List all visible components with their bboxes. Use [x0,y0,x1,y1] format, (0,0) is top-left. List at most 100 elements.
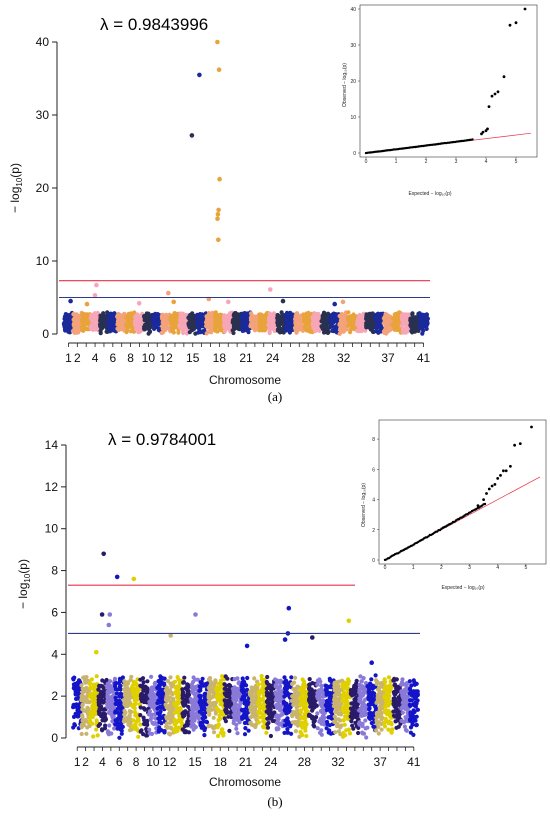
background-point [396,318,401,324]
background-point [234,321,239,326]
background-point [105,693,110,698]
peak-point-5 [136,301,142,306]
background-point [117,735,122,740]
background-point [170,315,175,320]
background-point [374,317,379,322]
background-point [207,711,212,717]
background-point [222,691,227,696]
background-point [89,677,94,682]
background-point [274,714,280,719]
background-point [328,317,334,322]
qq-tail-point-10 [508,23,512,27]
background-point [266,700,271,706]
background-point [100,718,105,723]
peak-point-11 [215,39,220,45]
background-point [216,681,221,686]
x-tick-label-28: 28 [301,351,315,365]
background-point [189,723,195,728]
background-point [163,323,169,328]
panel-a-thresholds [59,280,430,299]
background-point [265,674,270,680]
background-point [264,686,269,692]
background-point [126,313,131,318]
background-point [240,676,245,681]
qq-tail-point-8 [496,90,500,94]
background-point [213,311,218,316]
background-point [257,328,262,333]
background-point [99,318,104,323]
background-point [234,706,239,711]
background-point [232,701,238,706]
background-point [117,678,123,684]
background-point [134,681,139,687]
background-point [90,696,95,701]
background-point [351,312,356,317]
background-point [370,329,375,334]
background-point [135,317,140,322]
background-point [360,319,365,324]
background-point [168,675,173,680]
x-tick-label-8: 8 [127,351,134,365]
panel-a-lambda: λ = 0.9843996 [100,15,208,34]
background-point [116,317,121,322]
background-point [205,323,210,328]
background-point [346,310,351,315]
background-point [203,699,208,704]
background-point [132,710,137,715]
peak-point-8 [189,133,195,138]
background-point [222,698,227,703]
background-point [190,328,195,333]
background-point [157,714,162,720]
background-point [133,323,138,328]
background-point [91,734,96,739]
background-point [71,682,76,687]
background-point [294,691,299,696]
background-point [230,328,235,333]
qq-y-tick-label-40: 40 [350,7,356,13]
background-point [249,692,254,697]
background-point [225,315,230,320]
background-point [129,685,135,690]
background-point [167,706,172,711]
background-point [409,324,414,329]
panel-a-ylabel-prefix: − log [8,187,22,213]
background-point [424,323,429,328]
background-point [276,697,281,703]
background-point [141,699,147,705]
background-point [240,320,245,325]
background-point [175,701,180,706]
background-point [79,696,84,701]
background-point [245,675,250,681]
background-point [84,685,89,690]
background-point [119,731,124,736]
qq-x-tick-label-2: 2 [425,159,428,165]
panel-a-label: (a) [268,389,282,404]
background-point [209,724,214,729]
x-tick-label-2: 2 [74,351,81,365]
background-point [364,314,369,319]
background-point [172,710,177,715]
background-point [160,324,165,329]
background-point [106,710,111,715]
x-tick-label-21: 21 [239,351,253,365]
background-point [272,328,277,333]
y-tick-label-10: 10 [36,254,50,268]
background-point [193,677,198,682]
background-point [253,724,258,730]
background-point [374,329,379,334]
background-point [112,676,118,682]
background-point [132,726,137,731]
background-point [216,723,221,728]
background-point [141,680,146,685]
background-point [62,316,67,321]
background-point [400,327,406,332]
background-point [202,733,207,738]
background-point [176,685,181,691]
background-point [149,685,154,690]
background-point [299,731,304,736]
background-point [74,685,79,690]
background-point [242,708,247,713]
background-point [250,325,256,330]
background-point [139,691,144,696]
background-point [277,325,282,330]
